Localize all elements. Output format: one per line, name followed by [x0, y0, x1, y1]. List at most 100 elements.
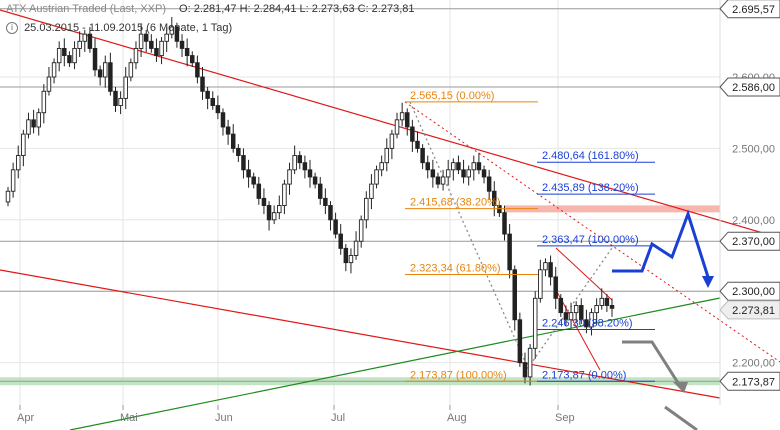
candle [394, 112, 400, 139]
candle [527, 344, 533, 386]
candle [26, 112, 31, 139]
candle [379, 155, 384, 177]
price-box-label: 2.273,81 [732, 305, 775, 317]
price-box: 2.370,00 [719, 231, 780, 251]
candle-body [594, 305, 599, 314]
candle-body [143, 33, 149, 42]
instrument-name: ATX Austrian Traded (Last, XXP) [6, 3, 166, 15]
candle-body [72, 47, 77, 64]
candle-body [113, 90, 118, 107]
candle [82, 29, 88, 53]
candle [558, 294, 564, 317]
candle [210, 91, 215, 110]
candle [77, 31, 82, 58]
candle [389, 129, 395, 160]
candle-body [26, 119, 31, 135]
date-range: 25.03.2015 - 11.09.2015 (6 Monate, 1 Tag… [24, 22, 233, 34]
candle-body [589, 312, 594, 328]
candle [543, 258, 548, 277]
uptrend-line [69, 297, 721, 430]
candle-body [584, 319, 589, 328]
candle-body [41, 90, 47, 114]
price-box-frame [719, 77, 780, 97]
candle [312, 172, 318, 189]
candle-body [277, 205, 282, 214]
candle-body [21, 133, 26, 156]
candle-body [169, 26, 175, 35]
candle-body [425, 162, 430, 171]
fib-label-blue: 2.363,47 (100.00%) [542, 234, 639, 246]
candle-body [10, 169, 16, 192]
fib-label-blue: 2.173,87 (0.00%) [542, 369, 626, 381]
candle [420, 144, 425, 170]
candle [297, 151, 303, 170]
candle-body [128, 62, 134, 78]
candle-body [215, 105, 221, 114]
candle [405, 108, 410, 136]
candle-body [164, 33, 169, 42]
candle [451, 158, 456, 181]
candle-body [609, 305, 615, 309]
candle [67, 51, 72, 68]
candle [553, 266, 558, 310]
candle [548, 255, 553, 286]
candle-body [604, 297, 610, 306]
x-tick-label: Apr [17, 412, 34, 424]
candle [103, 55, 108, 88]
price-box-label: 2.173,87 [732, 376, 775, 388]
candle [72, 41, 77, 70]
candle [200, 67, 205, 100]
x-tick-label: Jul [331, 412, 345, 424]
candle-body [481, 169, 487, 178]
candle-body [353, 240, 359, 256]
candle [277, 195, 282, 220]
candle-body [333, 219, 338, 235]
candle-body [287, 169, 292, 185]
candle-body [527, 347, 533, 378]
info-icon[interactable]: i [6, 22, 18, 35]
candle-body [97, 69, 103, 78]
price-box-label: 2.370,00 [732, 236, 775, 248]
downtrend-line-upper [0, 9, 780, 239]
candle [261, 188, 267, 215]
candle-body [502, 212, 507, 235]
candle-body [261, 197, 267, 206]
candle-body [461, 169, 466, 178]
candle [225, 119, 231, 145]
candle-body [225, 126, 231, 135]
forecast-path-gray-tail [664, 405, 698, 430]
candle [123, 67, 128, 110]
candle [599, 288, 605, 310]
candle-body [312, 176, 318, 185]
candle [215, 95, 221, 120]
downtrend-line-lower [0, 269, 721, 399]
candle-body [517, 319, 523, 364]
candle-body [82, 33, 88, 42]
candle-body [205, 90, 210, 99]
x-tick-label: Sep [555, 412, 575, 424]
candle-body [394, 119, 400, 135]
candle [266, 201, 272, 231]
candle-body [56, 47, 62, 64]
forecast-path-blue [612, 209, 710, 278]
candle [573, 301, 579, 324]
candle-body [317, 183, 323, 199]
price-box-frame [719, 371, 780, 391]
candle [364, 191, 369, 229]
candle-body [410, 126, 415, 142]
candle [143, 29, 149, 53]
candle-body [579, 305, 584, 321]
candle [36, 108, 41, 136]
candle [195, 55, 200, 84]
candle [415, 131, 420, 153]
x-tick-label: Mai [120, 412, 138, 424]
fib-label-orange: 2.415,68 (38.20%) [410, 197, 501, 209]
candle [205, 86, 210, 110]
candle [430, 159, 436, 188]
candle [604, 294, 610, 312]
candle [532, 291, 538, 360]
candle-body [548, 262, 553, 278]
candle [190, 51, 195, 68]
candle-body [599, 297, 605, 306]
